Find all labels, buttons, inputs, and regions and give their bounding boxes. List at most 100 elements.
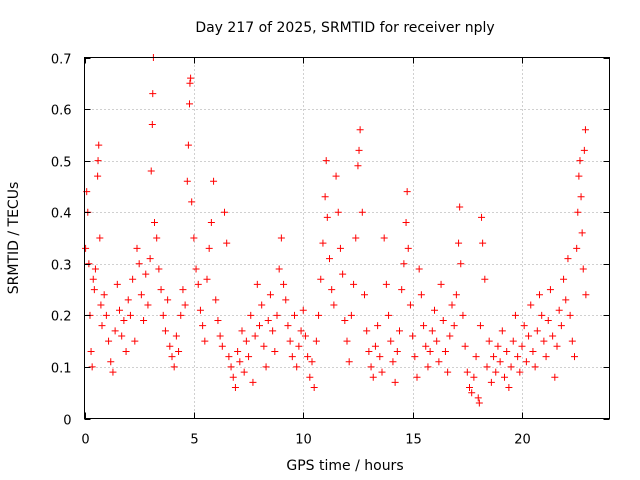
- data-point: [151, 219, 158, 227]
- data-point: [507, 363, 515, 371]
- data-point: [184, 141, 192, 149]
- data-point: [322, 157, 330, 165]
- data-point: [149, 90, 157, 98]
- data-point: [448, 301, 456, 309]
- data-point: [557, 322, 565, 330]
- data-point: [450, 322, 458, 330]
- data-point: [317, 275, 325, 283]
- data-point: [212, 296, 220, 304]
- data-point: [102, 311, 110, 319]
- data-point: [94, 157, 102, 165]
- data-point: [95, 141, 103, 149]
- data-point: [315, 311, 323, 319]
- data-point: [124, 296, 132, 304]
- y-tick-label: 0.4: [51, 207, 72, 222]
- data-point: [356, 126, 364, 134]
- data-point: [538, 311, 546, 319]
- data-point: [431, 306, 438, 314]
- data-point: [234, 347, 242, 355]
- x-tick-label: 5: [190, 433, 198, 448]
- data-point: [330, 301, 338, 309]
- data-point: [227, 363, 235, 371]
- data-point: [501, 373, 508, 381]
- data-point: [400, 260, 408, 268]
- data-point: [533, 327, 541, 335]
- data-point: [546, 286, 554, 294]
- data-point: [478, 213, 486, 221]
- data-point: [551, 373, 559, 381]
- data-point: [295, 342, 303, 350]
- data-point: [131, 337, 139, 345]
- data-point: [509, 337, 517, 345]
- x-tick-label: 10: [295, 433, 312, 448]
- data-point: [251, 332, 259, 340]
- data-point: [518, 342, 526, 350]
- data-point: [249, 378, 257, 386]
- data-point: [87, 347, 95, 355]
- data-point: [544, 317, 552, 325]
- data-point: [420, 322, 428, 330]
- data-point: [88, 363, 96, 371]
- data-point: [485, 337, 493, 345]
- data-point: [164, 296, 172, 304]
- data-point: [387, 337, 395, 345]
- data-point: [109, 368, 117, 376]
- data-point: [406, 301, 414, 309]
- data-point: [380, 234, 388, 242]
- data-point: [562, 296, 570, 304]
- data-point: [476, 322, 484, 330]
- data-point: [428, 327, 436, 335]
- data-point: [258, 301, 266, 309]
- data-point: [577, 193, 585, 201]
- data-point: [94, 172, 102, 180]
- data-point: [308, 358, 316, 366]
- data-point: [196, 306, 204, 314]
- y-tick-label: 0.1: [51, 362, 72, 377]
- data-point: [225, 353, 233, 361]
- data-point: [304, 353, 312, 361]
- data-points: [82, 54, 590, 407]
- data-point: [82, 244, 90, 252]
- data-point: [306, 373, 314, 381]
- data-point: [89, 275, 97, 283]
- data-point: [140, 317, 148, 325]
- data-point: [422, 342, 430, 350]
- data-point: [91, 265, 99, 273]
- data-point: [398, 286, 406, 294]
- data-point: [183, 177, 191, 185]
- data-point: [492, 368, 500, 376]
- data-point: [352, 234, 360, 242]
- data-point: [468, 389, 476, 397]
- data-point: [192, 265, 200, 273]
- data-point: [573, 244, 581, 252]
- data-point: [411, 353, 419, 361]
- data-point: [146, 255, 154, 263]
- data-point: [339, 270, 347, 278]
- data-point: [111, 327, 119, 335]
- grid-lines: [84, 57, 610, 419]
- data-point: [444, 368, 452, 376]
- x-tick-label: 0: [81, 433, 89, 448]
- data-point: [126, 311, 134, 319]
- data-point: [409, 332, 417, 340]
- data-point: [288, 353, 296, 361]
- data-point: [385, 311, 393, 319]
- plot-frame: [84, 57, 610, 419]
- data-point: [187, 74, 195, 82]
- data-point: [312, 337, 320, 345]
- data-point: [455, 239, 463, 247]
- axis-ticks: 0 0.1 0.2 0.3 0.4 0.5 0.6 0.7 0 5 10 15 20: [51, 53, 610, 448]
- data-point: [177, 311, 185, 319]
- data-point: [260, 342, 268, 350]
- data-point: [459, 311, 467, 319]
- data-point: [441, 347, 449, 355]
- y-axis-title: SRMTID / TECUs: [6, 182, 22, 295]
- data-point: [188, 198, 196, 206]
- data-point: [100, 291, 108, 299]
- data-point: [256, 322, 263, 330]
- data-point: [336, 244, 344, 252]
- data-point: [323, 213, 331, 221]
- data-point: [575, 172, 583, 180]
- x-tick-label: 15: [405, 433, 422, 448]
